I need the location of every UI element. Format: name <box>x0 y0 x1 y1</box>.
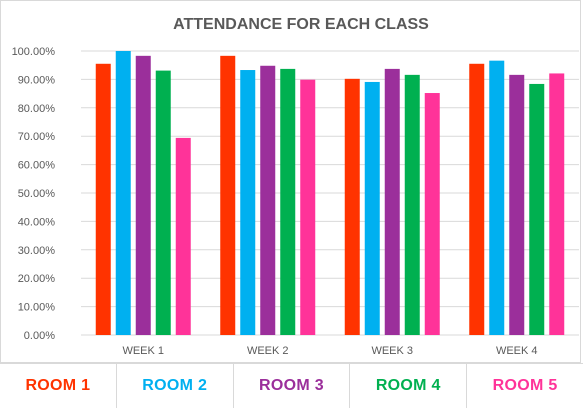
y-tick-label: 10.00% <box>18 302 56 314</box>
legend-item-room-3: ROOM 3 <box>233 363 351 408</box>
bar-chart: ATTENDANCE FOR EACH CLASS 0.00% 10.00% 20.… <box>12 16 579 357</box>
legend-item-room-4: ROOM 4 <box>350 363 468 408</box>
bar-room-1-week-2 <box>220 55 236 335</box>
y-tick-label: 80.00% <box>18 103 56 115</box>
bar-room-2-week-2 <box>240 70 256 335</box>
legend-item-room-5: ROOM 5 <box>467 363 583 408</box>
bar-room-1-week-3 <box>344 78 360 335</box>
bar-room-3-week-2 <box>260 65 276 336</box>
bar-room-5-week-2 <box>300 79 316 336</box>
legend-item-room-1: ROOM 1 <box>0 363 117 408</box>
x-axis-tick-labels: WEEK 1 WEEK 2 WEEK 3 WEEK 4 <box>122 345 537 357</box>
bar-room-5-week-3 <box>424 93 440 335</box>
bar-room-1-week-1 <box>95 63 111 335</box>
y-tick-label: 0.00% <box>24 330 55 342</box>
bar-room-4-week-2 <box>280 68 296 335</box>
y-tick-label: 50.00% <box>18 188 56 200</box>
y-tick-label: 100.00% <box>12 46 56 58</box>
bar-room-2-week-4 <box>489 60 505 335</box>
bar-room-5-week-1 <box>175 137 191 335</box>
y-tick-label: 90.00% <box>18 74 56 86</box>
bar-room-2-week-1 <box>115 51 131 335</box>
y-tick-label: 60.00% <box>18 160 56 172</box>
bar-room-4-week-1 <box>155 70 171 335</box>
bar-room-3-week-4 <box>509 74 525 336</box>
y-tick-label: 70.00% <box>18 131 56 143</box>
y-tick-label: 20.00% <box>18 273 56 285</box>
x-tick-label: WEEK 2 <box>247 345 289 357</box>
chart-title: ATTENDANCE FOR EACH CLASS <box>173 16 429 33</box>
bar-room-3-week-1 <box>135 55 151 335</box>
bar-room-1-week-4 <box>469 63 485 335</box>
x-tick-label: WEEK 1 <box>122 345 164 357</box>
x-tick-label: WEEK 3 <box>371 345 413 357</box>
bar-room-4-week-3 <box>404 74 420 336</box>
y-tick-label: 30.00% <box>18 245 56 257</box>
legend-item-room-2: ROOM 2 <box>116 363 234 408</box>
legend: ROOM 1 ROOM 2 ROOM 3 ROOM 4 ROOM 5 <box>0 363 583 408</box>
bar-room-3-week-3 <box>384 68 400 335</box>
y-tick-label: 40.00% <box>18 216 56 228</box>
chart-area: ATTENDANCE FOR EACH CLASS 0.00% 10.00% 20.… <box>0 0 581 363</box>
bars <box>95 51 565 336</box>
gridlines <box>81 50 579 336</box>
bar-room-2-week-3 <box>364 81 380 336</box>
y-axis-tick-labels: 0.00% 10.00% 20.00% 30.00% 40.00% 50.00% 60.00… <box>12 46 56 342</box>
bar-room-5-week-4 <box>549 73 565 335</box>
bar-room-4-week-4 <box>529 83 545 335</box>
x-tick-label: WEEK 4 <box>496 345 538 357</box>
